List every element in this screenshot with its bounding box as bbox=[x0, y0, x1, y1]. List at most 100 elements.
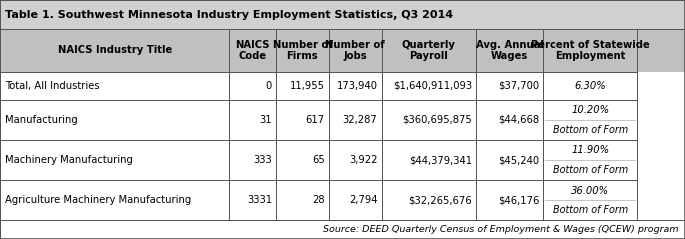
Bar bbox=[329, 140, 382, 180]
Bar bbox=[382, 72, 476, 100]
Bar bbox=[382, 140, 476, 180]
Bar bbox=[229, 180, 276, 220]
Bar bbox=[329, 72, 382, 100]
Bar bbox=[543, 72, 637, 100]
Bar bbox=[0, 29, 229, 72]
Bar bbox=[382, 29, 476, 72]
Bar bbox=[543, 180, 637, 220]
Bar bbox=[382, 72, 476, 100]
Bar bbox=[543, 100, 637, 140]
Bar bbox=[0, 140, 229, 180]
Text: 10.20%: 10.20% bbox=[571, 105, 609, 115]
Bar bbox=[0, 220, 685, 239]
Bar bbox=[276, 29, 329, 72]
Text: $32,265,676: $32,265,676 bbox=[408, 195, 472, 205]
Text: Bottom of Form: Bottom of Form bbox=[553, 205, 627, 215]
Bar bbox=[229, 140, 276, 180]
Text: Quarterly
Payroll: Quarterly Payroll bbox=[402, 40, 456, 61]
Bar bbox=[229, 72, 276, 100]
Bar bbox=[276, 140, 329, 180]
Bar bbox=[0, 100, 229, 140]
Bar bbox=[276, 100, 329, 140]
Text: $37,700: $37,700 bbox=[498, 81, 539, 91]
Bar bbox=[543, 140, 637, 180]
Text: Total, All Industries: Total, All Industries bbox=[5, 81, 100, 91]
Text: Percent of Statewide
Employment: Percent of Statewide Employment bbox=[531, 40, 649, 61]
Text: $1,640,911,093: $1,640,911,093 bbox=[393, 81, 472, 91]
Text: Agriculture Machinery Manufacturing: Agriculture Machinery Manufacturing bbox=[5, 195, 192, 205]
Text: Source: DEED Quarterly Census of Employment & Wages (QCEW) program: Source: DEED Quarterly Census of Employm… bbox=[323, 225, 678, 234]
Text: 11.90%: 11.90% bbox=[571, 146, 609, 156]
Bar bbox=[0, 180, 229, 220]
Bar bbox=[476, 180, 543, 220]
Text: Table 1. Southwest Minnesota Industry Employment Statistics, Q3 2014: Table 1. Southwest Minnesota Industry Em… bbox=[5, 10, 453, 20]
Bar bbox=[476, 140, 543, 180]
Bar bbox=[543, 72, 637, 100]
Bar bbox=[476, 100, 543, 140]
Bar bbox=[276, 180, 329, 220]
Text: $44,668: $44,668 bbox=[498, 115, 539, 125]
Text: Avg. Annual
Wages: Avg. Annual Wages bbox=[475, 40, 544, 61]
Bar bbox=[329, 100, 382, 140]
Bar bbox=[0, 140, 229, 180]
Bar bbox=[476, 100, 543, 140]
Text: 32,287: 32,287 bbox=[342, 115, 377, 125]
Bar bbox=[276, 72, 329, 100]
Bar bbox=[382, 180, 476, 220]
Bar bbox=[329, 140, 382, 180]
Bar bbox=[543, 180, 637, 220]
Bar bbox=[229, 72, 276, 100]
Text: $46,176: $46,176 bbox=[498, 195, 539, 205]
Bar bbox=[476, 140, 543, 180]
Bar bbox=[543, 29, 637, 72]
Bar bbox=[543, 100, 637, 140]
Text: NAICS
Code: NAICS Code bbox=[236, 40, 270, 61]
Bar bbox=[329, 72, 382, 100]
Bar bbox=[229, 100, 276, 140]
Bar bbox=[329, 100, 382, 140]
Bar bbox=[276, 72, 329, 100]
Bar bbox=[276, 180, 329, 220]
Bar bbox=[329, 180, 382, 220]
Text: Number of
Firms: Number of Firms bbox=[273, 40, 332, 61]
Text: Manufacturing: Manufacturing bbox=[5, 115, 78, 125]
Bar bbox=[229, 180, 276, 220]
Bar bbox=[476, 29, 543, 72]
Bar bbox=[476, 72, 543, 100]
Bar bbox=[0, 180, 229, 220]
Bar bbox=[229, 100, 276, 140]
Text: Bottom of Form: Bottom of Form bbox=[553, 165, 627, 175]
Text: 3,922: 3,922 bbox=[349, 155, 377, 165]
Bar bbox=[0, 220, 685, 239]
Bar bbox=[382, 140, 476, 180]
Text: Number of
Jobs: Number of Jobs bbox=[325, 40, 385, 61]
Text: Machinery Manufacturing: Machinery Manufacturing bbox=[5, 155, 134, 165]
Text: NAICS Industry Title: NAICS Industry Title bbox=[58, 45, 172, 55]
Text: $360,695,875: $360,695,875 bbox=[402, 115, 472, 125]
Bar bbox=[382, 100, 476, 140]
Text: $44,379,341: $44,379,341 bbox=[409, 155, 472, 165]
Bar bbox=[0, 72, 229, 100]
Bar bbox=[329, 180, 382, 220]
Bar bbox=[0, 0, 685, 29]
Bar bbox=[0, 72, 229, 100]
Text: 3331: 3331 bbox=[247, 195, 272, 205]
Text: 6.30%: 6.30% bbox=[574, 81, 606, 91]
Bar bbox=[382, 180, 476, 220]
Text: Bottom of Form: Bottom of Form bbox=[553, 125, 627, 135]
Text: 31: 31 bbox=[260, 115, 272, 125]
Bar bbox=[543, 140, 637, 180]
Text: 617: 617 bbox=[306, 115, 325, 125]
Bar bbox=[476, 72, 543, 100]
Bar bbox=[229, 140, 276, 180]
Text: 65: 65 bbox=[312, 155, 325, 165]
Text: 333: 333 bbox=[253, 155, 272, 165]
Text: $45,240: $45,240 bbox=[498, 155, 539, 165]
Bar bbox=[0, 100, 229, 140]
Bar bbox=[276, 140, 329, 180]
Text: 28: 28 bbox=[312, 195, 325, 205]
Text: 36.00%: 36.00% bbox=[571, 186, 609, 196]
Bar bbox=[276, 100, 329, 140]
Bar bbox=[476, 180, 543, 220]
Bar bbox=[329, 29, 382, 72]
